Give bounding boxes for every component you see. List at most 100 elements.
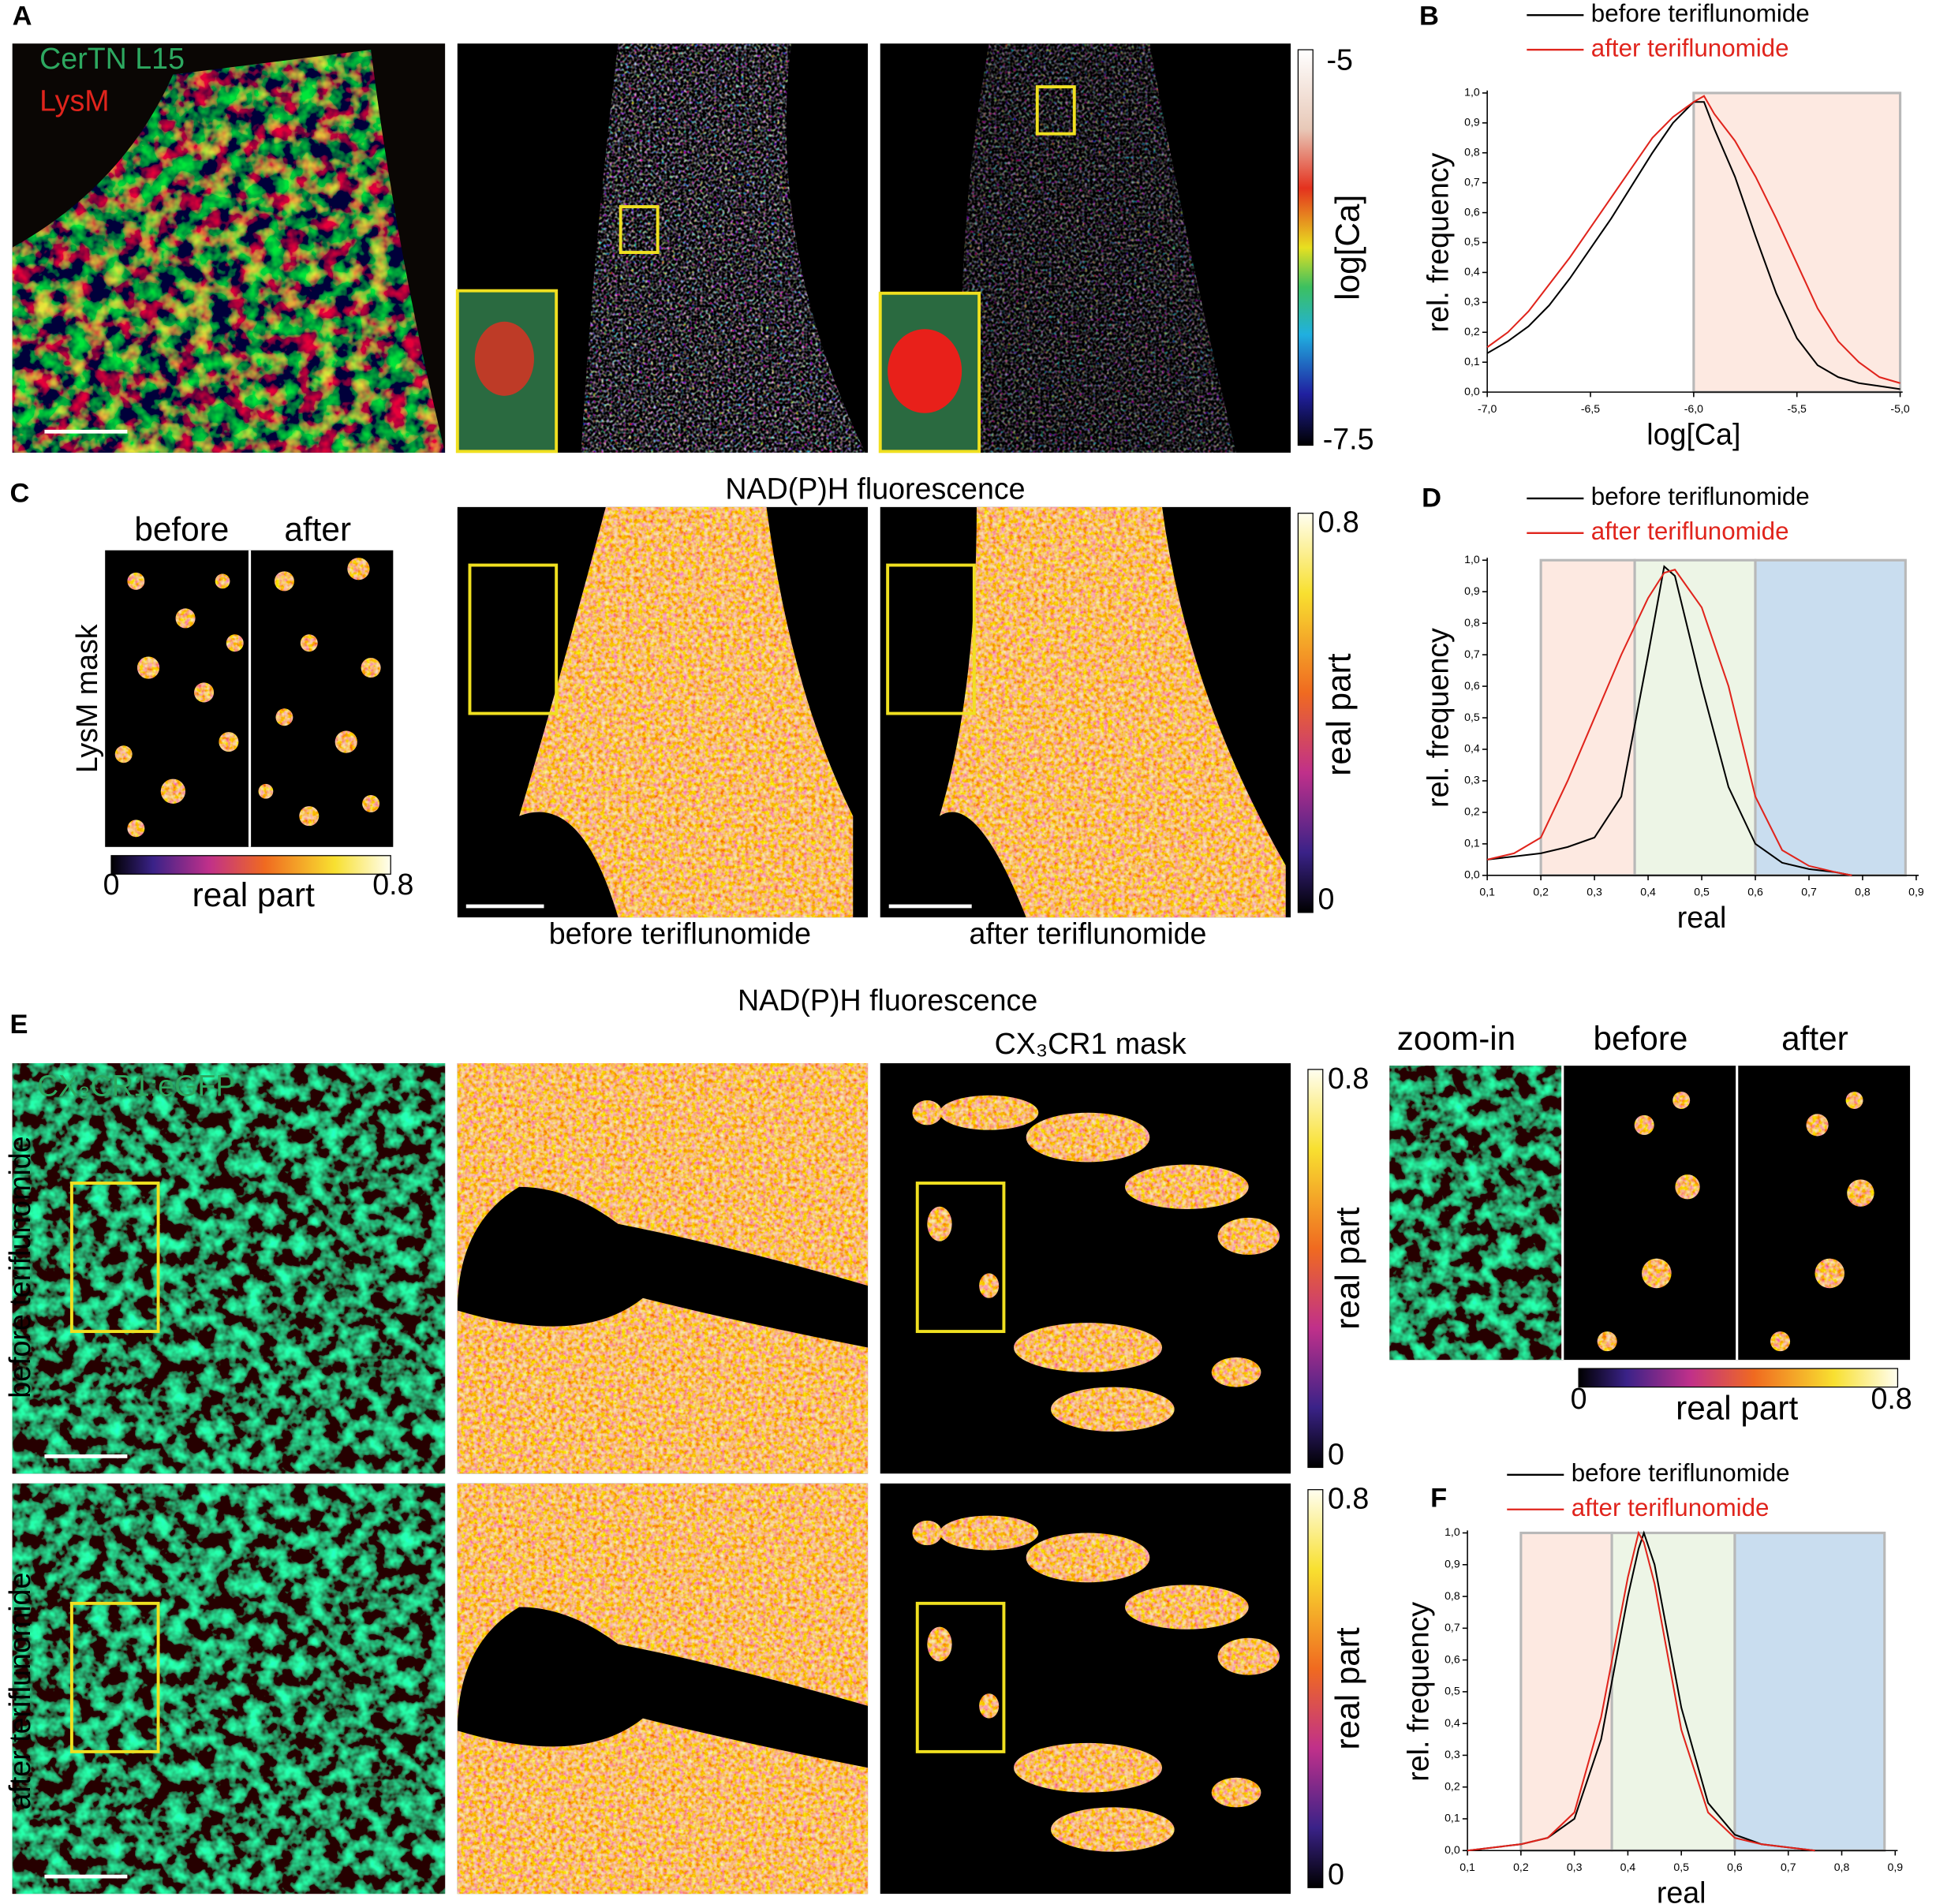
- x-tick-label: 0,9: [1887, 1861, 1903, 1873]
- colorbar-title: real part: [1676, 1390, 1798, 1427]
- y-tick-label: 0,8: [1464, 616, 1480, 629]
- panel-title: NAD(P)H fluorescence: [725, 472, 1025, 505]
- column-label: before: [134, 510, 229, 547]
- colorbar-label: 0: [1317, 883, 1334, 916]
- panel-letter: F: [1430, 1483, 1447, 1513]
- legend-label: after teriflunomide: [1572, 1494, 1770, 1521]
- image-caption: after teriflunomide: [970, 917, 1207, 950]
- y-tick-label: 0,9: [1445, 1558, 1460, 1570]
- x-axis-label: real: [1657, 1876, 1706, 1904]
- series-line: [1486, 101, 1900, 390]
- roi: [468, 563, 559, 715]
- roi: [69, 1182, 160, 1334]
- legend-label: before teriflunomide: [1591, 0, 1810, 27]
- colorbar-label: 0: [1328, 1857, 1344, 1891]
- column-label: after: [1781, 1020, 1848, 1057]
- y-tick-label: 0,9: [1464, 584, 1480, 597]
- column-label: zoom-in: [1397, 1020, 1516, 1057]
- x-tick-label: 0,6: [1727, 1861, 1743, 1873]
- colorbar-label: 0.8: [1328, 1482, 1369, 1515]
- image-caption: before teriflunomide: [549, 917, 811, 950]
- y-tick-label: 0,2: [1464, 805, 1480, 818]
- y-tick-label: 1,0: [1464, 86, 1480, 99]
- panel-letter: E: [10, 1010, 28, 1040]
- y-tick-label: 0,8: [1464, 145, 1480, 158]
- y-tick-label: 0,1: [1464, 837, 1480, 849]
- tissue: [457, 1063, 869, 1474]
- shaded-region: [1610, 1531, 1736, 1852]
- x-tick-label: 0,9: [1908, 886, 1924, 898]
- colorbar-label: 0.8: [1871, 1382, 1912, 1415]
- x-tick-label: 0,8: [1834, 1861, 1850, 1873]
- colorbar-title: real part: [192, 876, 315, 913]
- x-tick-label: -5,0: [1890, 402, 1909, 415]
- shaded-region: [1692, 91, 1902, 394]
- x-tick-label: 0,3: [1567, 1861, 1583, 1873]
- image-texture: [12, 1063, 446, 1474]
- y-tick-label: 1,0: [1464, 553, 1480, 566]
- x-tick-label: -6,0: [1684, 402, 1703, 415]
- x-tick-label: -7,0: [1478, 402, 1497, 415]
- colorbar: [1297, 513, 1314, 913]
- colorbar: [1578, 1368, 1899, 1388]
- legend-label: before teriflunomide: [1572, 1459, 1790, 1487]
- colorbar-label: 0: [1328, 1437, 1344, 1470]
- y-tick-label: 0,3: [1445, 1748, 1460, 1760]
- shaded-region: [1633, 558, 1757, 877]
- image-texture: [581, 43, 865, 453]
- column-label: after: [284, 510, 351, 547]
- colorbar-title: real part: [1320, 653, 1357, 775]
- y-tick-label: 0,4: [1445, 1716, 1460, 1729]
- colorbar: [110, 855, 391, 875]
- y-tick-label: 0,1: [1464, 355, 1480, 368]
- y-axis-label: rel. frequency: [1422, 152, 1455, 332]
- x-tick-label: -6,5: [1581, 402, 1600, 415]
- y-tick-label: 0,0: [1445, 1843, 1460, 1856]
- y-tick-label: 0,9: [1464, 116, 1480, 129]
- y-tick-label: 0,7: [1464, 648, 1480, 660]
- mask-label: LysM mask: [70, 624, 103, 773]
- y-tick-label: 0,3: [1464, 774, 1480, 786]
- shaded-region: [1733, 1531, 1886, 1852]
- x-axis-label: log[Ca]: [1646, 417, 1740, 450]
- x-tick-label: 0,4: [1620, 1861, 1636, 1873]
- mask-title: CX₃CR1 mask: [995, 1027, 1187, 1060]
- mask-blobs: [114, 558, 381, 838]
- x-tick-label: 0,7: [1781, 1861, 1796, 1873]
- image-texture: [1389, 1066, 1563, 1361]
- roi: [886, 563, 976, 715]
- y-tick-label: 0,5: [1445, 1685, 1460, 1697]
- y-tick-label: 0,5: [1464, 711, 1480, 723]
- y-tick-label: 0,0: [1464, 868, 1480, 881]
- y-tick-label: 0,8: [1445, 1589, 1460, 1602]
- legend-label: after teriflunomide: [1591, 517, 1789, 545]
- channel-label: CX₃CR1:eGFP: [37, 1069, 235, 1102]
- image-texture: [12, 50, 446, 453]
- image-texture: [961, 43, 1237, 453]
- x-tick-label: 0,5: [1673, 1861, 1689, 1873]
- zoom-blobs: [1597, 1092, 1874, 1352]
- image-row: [13, 1484, 1323, 1894]
- y-tick-label: 0,6: [1464, 205, 1480, 218]
- x-axis-label: real: [1677, 901, 1727, 934]
- panel-a-images: [12, 43, 1314, 454]
- channel-label: LysM: [39, 84, 109, 117]
- shaded-region: [1519, 1531, 1613, 1852]
- panel-letter: C: [10, 478, 30, 508]
- y-tick-label: 0,5: [1464, 235, 1480, 248]
- y-tick-label: 0,4: [1464, 742, 1480, 755]
- roi: [915, 1182, 1006, 1334]
- y-tick-label: 0,7: [1464, 175, 1480, 188]
- x-tick-label: 0,1: [1459, 1861, 1475, 1873]
- x-tick-label: -5,5: [1788, 402, 1807, 415]
- panel-c-images: [105, 506, 1314, 918]
- x-tick-label: 0,6: [1747, 886, 1763, 898]
- x-tick-label: 0,2: [1513, 1861, 1529, 1873]
- mask-blobs: [912, 1095, 1280, 1432]
- x-tick-label: 0,4: [1640, 886, 1656, 898]
- inset-blob: [474, 321, 534, 396]
- x-tick-label: 0,8: [1855, 886, 1871, 898]
- legend-label: before teriflunomide: [1591, 483, 1810, 510]
- legend-label: after teriflunomide: [1591, 34, 1789, 62]
